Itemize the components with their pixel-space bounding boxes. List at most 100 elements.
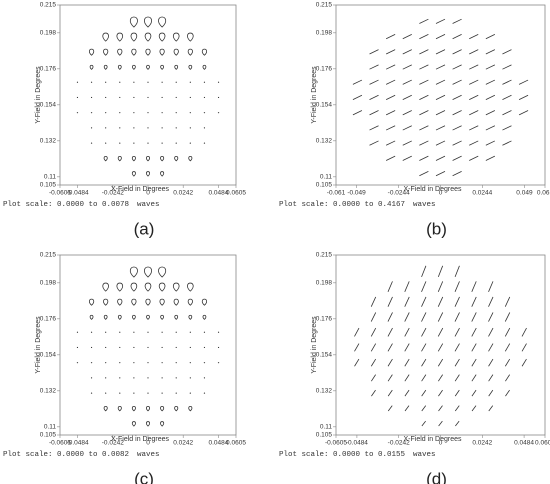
dash-glyph: [471, 296, 477, 307]
plot-scale: Plot scale: 0.0000 to 0.4167: [279, 201, 405, 209]
spot-glyph: [173, 298, 179, 306]
spot-glyph: [103, 405, 108, 412]
spot-glyph: [119, 346, 121, 349]
spot-glyph: [116, 282, 124, 292]
dash-glyph: [370, 312, 377, 322]
dash-glyph: [387, 405, 393, 412]
dash-glyph: [488, 343, 494, 352]
dash-glyph: [471, 389, 477, 397]
dash-glyph: [402, 79, 412, 85]
spot-glyph: [133, 392, 135, 394]
dash-glyph: [419, 79, 429, 85]
spot-glyph: [175, 81, 177, 83]
spot-glyph: [189, 377, 191, 379]
x-tick-label: 0.061: [537, 190, 550, 197]
panel-label: (a): [134, 219, 155, 238]
x-tick-label: -0.0605: [49, 440, 71, 447]
dash-glyph: [385, 34, 396, 40]
dash-glyph: [452, 64, 462, 70]
dash-glyph: [471, 281, 477, 292]
dash-glyph: [469, 64, 479, 70]
dash-glyph: [387, 389, 393, 397]
dash-glyph: [437, 343, 444, 352]
spot-glyph: [76, 331, 79, 333]
plot-scale-units: waves: [137, 201, 160, 209]
dash-glyph: [354, 343, 360, 352]
spot-glyph: [161, 142, 163, 144]
spot-glyph: [188, 314, 193, 320]
dash-glyph: [369, 79, 379, 85]
spot-glyph: [76, 81, 79, 83]
dash-glyph: [437, 296, 444, 307]
x-tick-label: 0.0484: [208, 190, 228, 197]
plot-scale-units: waves: [413, 451, 436, 459]
spot-glyph: [189, 331, 191, 333]
dash-glyph: [454, 312, 460, 322]
spot-glyph: [187, 48, 193, 56]
x-tick-label: 0: [439, 190, 443, 197]
spot-glyph: [132, 64, 136, 70]
spot-glyph: [158, 282, 166, 292]
spot-glyph: [146, 155, 150, 162]
spot-glyph: [90, 346, 93, 349]
spot-glyph: [133, 96, 135, 99]
dash-glyph: [404, 296, 410, 307]
spot-glyph: [76, 96, 79, 99]
dash-glyph: [488, 312, 494, 322]
dash-glyph: [452, 18, 462, 24]
spot-glyph: [161, 81, 163, 83]
spot-glyph: [188, 64, 193, 70]
spot-glyph: [203, 346, 206, 349]
spot-glyph: [103, 314, 108, 320]
spot-glyph: [145, 298, 151, 306]
y-axis-label: Y-Field in Degrees: [35, 66, 42, 124]
dash-glyph: [454, 265, 460, 278]
x-tick-label: 0.0484: [208, 440, 228, 447]
spot-glyph: [161, 362, 163, 364]
y-tick-label: 0.11: [44, 174, 57, 181]
dash-glyph: [485, 140, 496, 146]
dash-glyph: [469, 34, 479, 40]
dash-glyph: [438, 389, 443, 397]
x-tick-label: -0.0605: [325, 440, 347, 447]
dash-glyph: [469, 94, 479, 100]
dash-glyph: [435, 34, 446, 40]
spot-glyph: [160, 314, 164, 320]
dash-glyph: [452, 34, 462, 40]
spot-glyph: [146, 64, 150, 70]
spot-glyph: [147, 331, 149, 333]
spot-glyph: [105, 81, 107, 83]
dash-glyph: [469, 125, 479, 131]
x-axis-label: X-Field in Degrees: [111, 186, 169, 193]
panel: -0.0605-0.0484 -0.0242 0 0.0242 0.04840.0605…: [3, 2, 246, 239]
dash-glyph: [437, 327, 444, 337]
spot-glyph: [133, 81, 135, 83]
dash-glyph: [471, 312, 477, 322]
x-tick-label: -0.0242: [102, 190, 124, 197]
spot-glyph: [175, 362, 177, 364]
dash-glyph: [471, 405, 477, 412]
dash-glyph: [421, 265, 427, 278]
spot-glyph: [145, 48, 151, 56]
dash-glyph: [485, 125, 496, 131]
spot-glyph: [146, 314, 150, 320]
dash-glyph: [419, 140, 429, 146]
y-tick-label: 0.105: [316, 182, 333, 189]
y-tick-label: 0.198: [40, 280, 57, 287]
spot-glyph: [160, 405, 165, 412]
spot-glyph: [131, 155, 136, 162]
spot-glyph: [175, 377, 177, 379]
spot-glyph: [158, 266, 167, 278]
dash-glyph: [385, 64, 396, 70]
dash-glyph: [370, 343, 377, 352]
y-tick-label: 0.215: [316, 252, 333, 259]
spot-glyph: [189, 81, 191, 83]
dash-glyph: [504, 296, 511, 307]
x-tick-label: 0.0484: [514, 440, 534, 447]
dash-glyph: [435, 110, 446, 116]
spot-glyph: [175, 96, 177, 99]
spot-glyph: [90, 112, 93, 114]
y-tick-label: 0.198: [316, 280, 333, 287]
dash-glyph: [438, 420, 443, 427]
